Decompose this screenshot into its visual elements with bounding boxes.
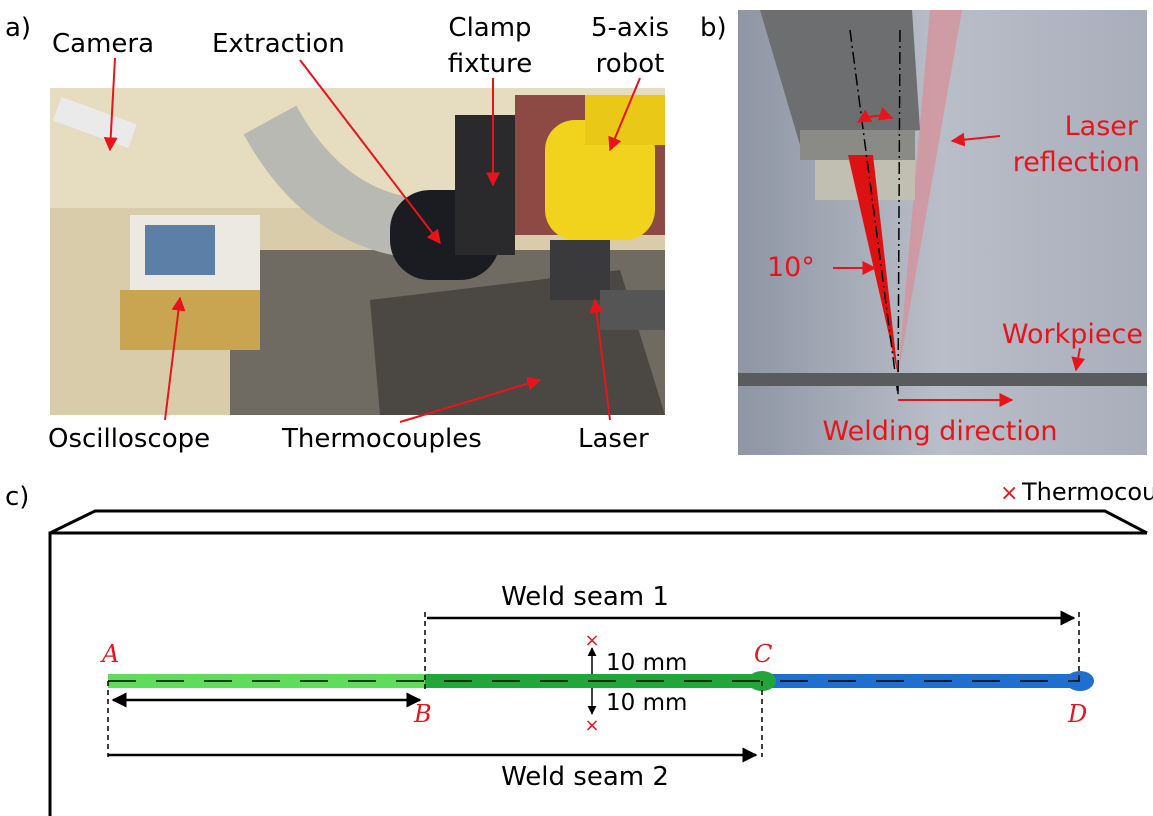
annotation: Laser: [578, 424, 649, 454]
thermocouple-marker: ×: [584, 630, 599, 651]
point-label: C: [754, 640, 772, 668]
weld: [108, 671, 1094, 691]
annotation: Welding direction: [822, 416, 1057, 447]
seam-label: Weld seam 1: [501, 582, 669, 612]
annotation: Workpiece: [1002, 319, 1143, 350]
figure: a) Camera Extraction Clamp fixture 5-axi…: [0, 0, 1153, 816]
annotation: Laser: [1065, 111, 1139, 142]
seam-label: Weld seam 2: [501, 762, 669, 792]
offset-label: 10 mm: [606, 690, 687, 716]
point-label: A: [100, 640, 119, 668]
panel-label: b): [700, 13, 727, 43]
annotation: robot: [596, 49, 665, 79]
annotation: Extraction: [212, 29, 345, 59]
offset-label: 10 mm: [606, 650, 687, 676]
point-label: B: [413, 700, 432, 728]
annotation: fixture: [448, 49, 533, 79]
legend-text: Thermocouple: [1021, 478, 1153, 506]
legend-marker: ×: [1000, 481, 1018, 506]
annotation: Oscilloscope: [48, 424, 210, 454]
panel-label: c): [5, 482, 29, 512]
panel-label: a): [5, 13, 31, 43]
annotation: Thermocouples: [281, 424, 482, 454]
annotation: reflection: [1013, 147, 1140, 178]
angle-label: 10°: [767, 252, 815, 283]
point-label: D: [1067, 700, 1087, 728]
thermocouple-marker: ×: [584, 715, 599, 736]
annotation: Clamp: [448, 13, 531, 43]
annotation: 5-axis: [591, 13, 669, 43]
photo-a: [50, 88, 665, 415]
render-b: [738, 10, 1147, 455]
annotation: Camera: [52, 29, 154, 59]
